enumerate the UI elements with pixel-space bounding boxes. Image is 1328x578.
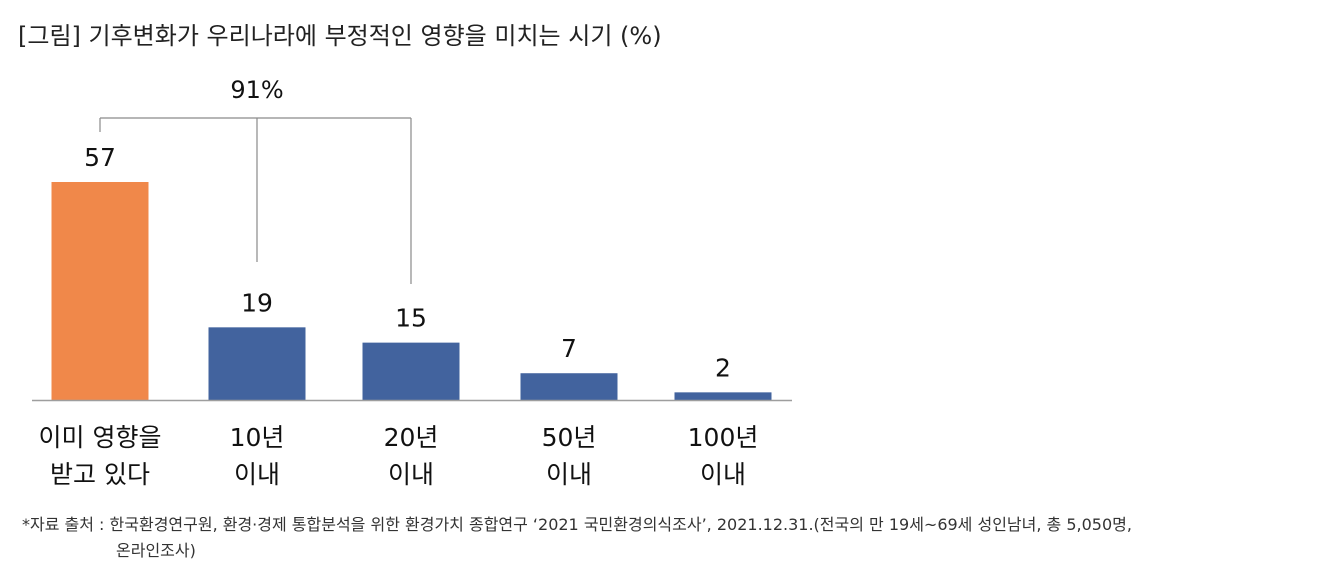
bar-4 [674,392,772,400]
chart-title: [그림] 기후변화가 우리나라에 부정적인 영향을 미치는 시기 (%) [18,22,662,50]
bars [51,182,772,400]
value-label-2: 15 [395,304,427,333]
bar-2 [362,342,460,400]
bar-3 [520,373,618,400]
category-label-0-line-1: 받고 있다 [50,460,150,489]
category-label-1-line-0: 10년 [230,423,285,452]
bar-0 [51,182,149,400]
source-note-line-1: *자료 출처 : 한국환경연구원, 환경·경제 통합분석을 위한 환경가치 종합… [22,515,1132,534]
category-label-3-line-1: 이내 [546,460,592,489]
category-label-4-line-0: 100년 [688,423,759,452]
category-label-2-line-1: 이내 [388,460,434,489]
source-note-line-2: 온라인조사) [116,541,196,560]
summary-bracket: 91% [99,76,412,284]
category-label-0-line-0: 이미 영향을 [39,423,162,452]
category-label-2-line-0: 20년 [384,423,439,452]
category-label-4-line-1: 이내 [700,460,746,489]
value-label-1: 19 [241,288,273,317]
value-label-4: 2 [715,353,731,382]
value-labels: 57 19 15 7 2 [84,143,731,382]
bracket-label: 91% [230,76,283,104]
value-label-0: 57 [84,143,116,172]
category-label-1-line-1: 이내 [234,460,280,489]
category-label-3-line-0: 50년 [542,423,597,452]
value-label-3: 7 [561,334,577,363]
bar-1 [208,327,306,400]
